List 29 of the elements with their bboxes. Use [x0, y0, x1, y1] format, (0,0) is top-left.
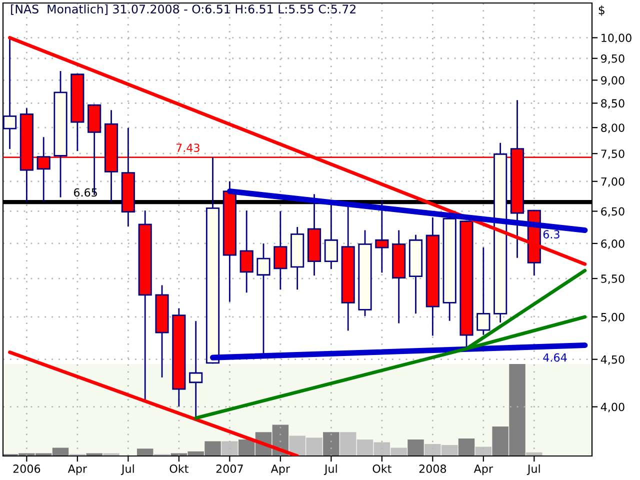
y-tick-label: 8,50 — [601, 99, 624, 109]
x-tick-label: Okt — [372, 464, 392, 473]
y-tick-label: 5,00 — [601, 312, 624, 322]
y-tick-label: 6,00 — [601, 239, 624, 249]
annotation: 6.3 — [543, 230, 560, 239]
y-tick-label: 7,50 — [601, 150, 624, 160]
y-tick-label: 4,00 — [600, 402, 624, 412]
y-tick-label: 10,00 — [602, 34, 632, 44]
x-tick-label: Apr — [270, 464, 290, 476]
x-tick-label: Jul — [120, 464, 134, 475]
x-tick-label: 2007 — [216, 464, 243, 473]
y-tick-label: 5,50 — [601, 274, 624, 284]
y-tick-label: 9,50 — [601, 54, 624, 64]
x-tick-label: Apr — [68, 464, 88, 476]
chart-title: [NAS Monatlich] 31.07.2008 - O:6.51 H:6.51 L:5.55 C:5.72 — [11, 4, 356, 15]
x-tick-label: Okt — [170, 464, 188, 473]
x-tick-label: Apr — [474, 464, 494, 476]
y-tick-label: 7,00 — [601, 177, 624, 187]
x-tick-label: 2006 — [13, 464, 40, 473]
y-tick-label: 9,00 — [601, 76, 624, 86]
ref-line-label: 7.43 — [176, 144, 200, 152]
y-tick-label: 4,50 — [600, 355, 624, 365]
y-tick-label: 8,00 — [601, 124, 624, 134]
x-tick-label: Jul — [526, 464, 540, 475]
x-tick-label: Jul — [324, 464, 337, 475]
y-axis-title: $ — [598, 5, 604, 16]
annotation: 4.64 — [543, 353, 567, 362]
y-tick-label: 6,50 — [601, 207, 624, 217]
x-tick-label: 2008 — [419, 464, 446, 473]
